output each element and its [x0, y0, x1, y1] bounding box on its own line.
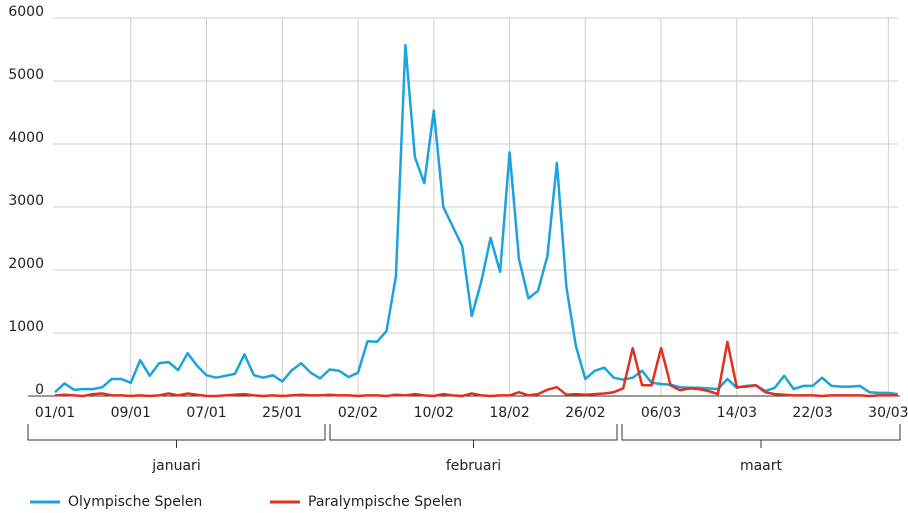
x-tick-label: 09/01 — [111, 405, 151, 421]
month-label: januari — [151, 458, 200, 474]
month-bracket — [621, 424, 901, 441]
month-label: maart — [740, 458, 783, 474]
x-tick-label: 18/02 — [489, 405, 529, 421]
y-tick-label: 3000 — [8, 193, 44, 209]
y-tick-label: 5000 — [8, 67, 44, 83]
x-tick-label: 01/01 — [35, 405, 75, 421]
x-tick-label: 10/02 — [414, 405, 454, 421]
month-bracket — [329, 424, 618, 441]
legend-label: Olympische Spelen — [68, 494, 202, 510]
series-line — [54, 43, 898, 396]
x-tick-label: 22/03 — [792, 405, 832, 421]
y-tick-label: 4000 — [8, 130, 44, 146]
x-tick-label: 02/02 — [338, 405, 378, 421]
month-bracket — [27, 424, 326, 441]
x-tick-label: 30/03 — [868, 405, 908, 421]
x-tick-label: 26/02 — [565, 405, 605, 421]
x-tick-label: 25/01 — [262, 405, 302, 421]
y-tick-label: 6000 — [8, 4, 44, 20]
x-tick-label: 14/03 — [717, 405, 757, 421]
month-label: februari — [446, 458, 501, 474]
x-tick-label: 06/03 — [641, 405, 681, 421]
series-line — [54, 340, 898, 398]
y-tick-label: 2000 — [8, 256, 44, 272]
x-tick-label: 07/01 — [186, 405, 226, 421]
y-tick-label: 1000 — [8, 319, 44, 335]
y-tick-label: 0 — [35, 382, 44, 398]
legend-label: Paralympische Spelen — [308, 494, 462, 510]
